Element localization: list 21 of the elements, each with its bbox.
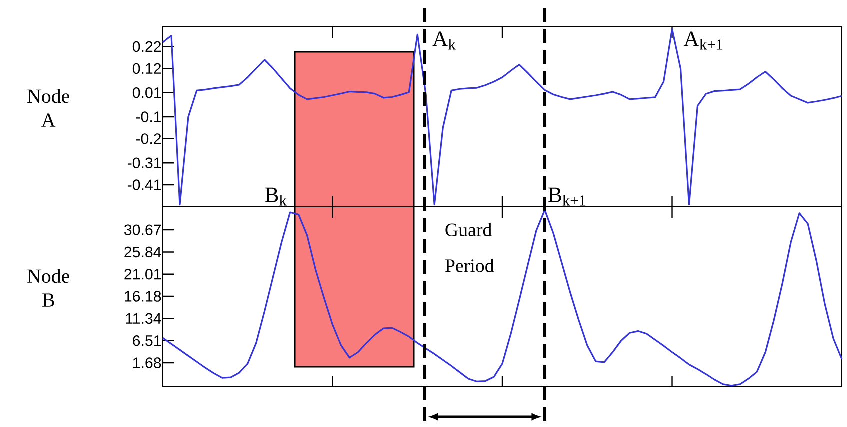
y-tick-label: -0.31 bbox=[128, 158, 162, 168]
y-tick-label: -0.41 bbox=[128, 180, 162, 190]
y-tick-label: 25.84 bbox=[124, 246, 162, 258]
y-tick-label: -0.1 bbox=[136, 112, 162, 122]
y-tick-label: 30.67 bbox=[124, 224, 162, 236]
y-tick-label: 6.51 bbox=[133, 336, 162, 346]
y-tick-label: -0.2 bbox=[136, 134, 162, 144]
y-tick-label: 21.01 bbox=[124, 269, 162, 280]
annotation: B$_{k}$ bbox=[265, 188, 287, 206]
y-tick-label: 0.12 bbox=[132, 63, 162, 74]
y-axis-title: Node B bbox=[28, 269, 70, 307]
annotation: A$_{k+1}$ bbox=[684, 32, 723, 50]
y-tick-label: 11.34 bbox=[126, 313, 162, 324]
y-tick-label: 0.01 bbox=[132, 87, 162, 98]
annotation: Guard Period bbox=[445, 223, 494, 272]
y-axis-title: Node A bbox=[28, 89, 70, 127]
annotation: A$_{k}$ bbox=[432, 32, 456, 50]
annotation: B$_{k+1}$ bbox=[548, 188, 586, 206]
y-tick-label: 0.22 bbox=[132, 41, 162, 52]
y-tick-label: 16.18 bbox=[125, 291, 162, 302]
y-tick-label: 1.68 bbox=[133, 358, 162, 368]
